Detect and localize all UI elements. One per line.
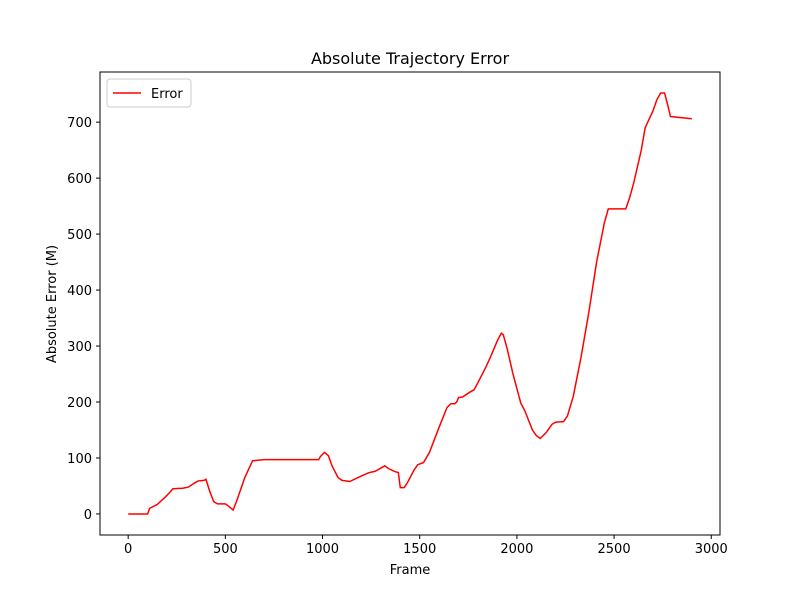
y-tick-label: 600 — [67, 172, 92, 187]
y-tick-label: 100 — [67, 452, 92, 467]
chart-title: Absolute Trajectory Error — [311, 49, 510, 68]
x-tick-label: 1000 — [306, 542, 339, 557]
x-tick-label: 2500 — [598, 542, 631, 557]
axes-frame — [99, 71, 721, 536]
y-tick-label: 400 — [67, 284, 92, 299]
y-tick-label: 500 — [67, 228, 92, 243]
data-line — [128, 92, 692, 515]
x-axis-label: Frame — [390, 563, 431, 578]
x-tick-label: 500 — [213, 542, 238, 557]
x-tick-label: 3000 — [695, 542, 728, 557]
y-tick-label: 0 — [84, 508, 92, 523]
y-tick-label: 700 — [67, 116, 92, 131]
y-tick-label: 200 — [67, 396, 92, 411]
y-tick-label: 300 — [67, 340, 92, 355]
x-tick-label: 1500 — [403, 542, 436, 557]
plot-area — [128, 92, 692, 515]
y-axis-label: Absolute Error (M) — [45, 245, 60, 363]
x-tick-label: 2000 — [500, 542, 533, 557]
x-tick-label: 0 — [124, 542, 132, 557]
legend-label: Error — [151, 87, 183, 102]
legend-box — [106, 78, 192, 108]
